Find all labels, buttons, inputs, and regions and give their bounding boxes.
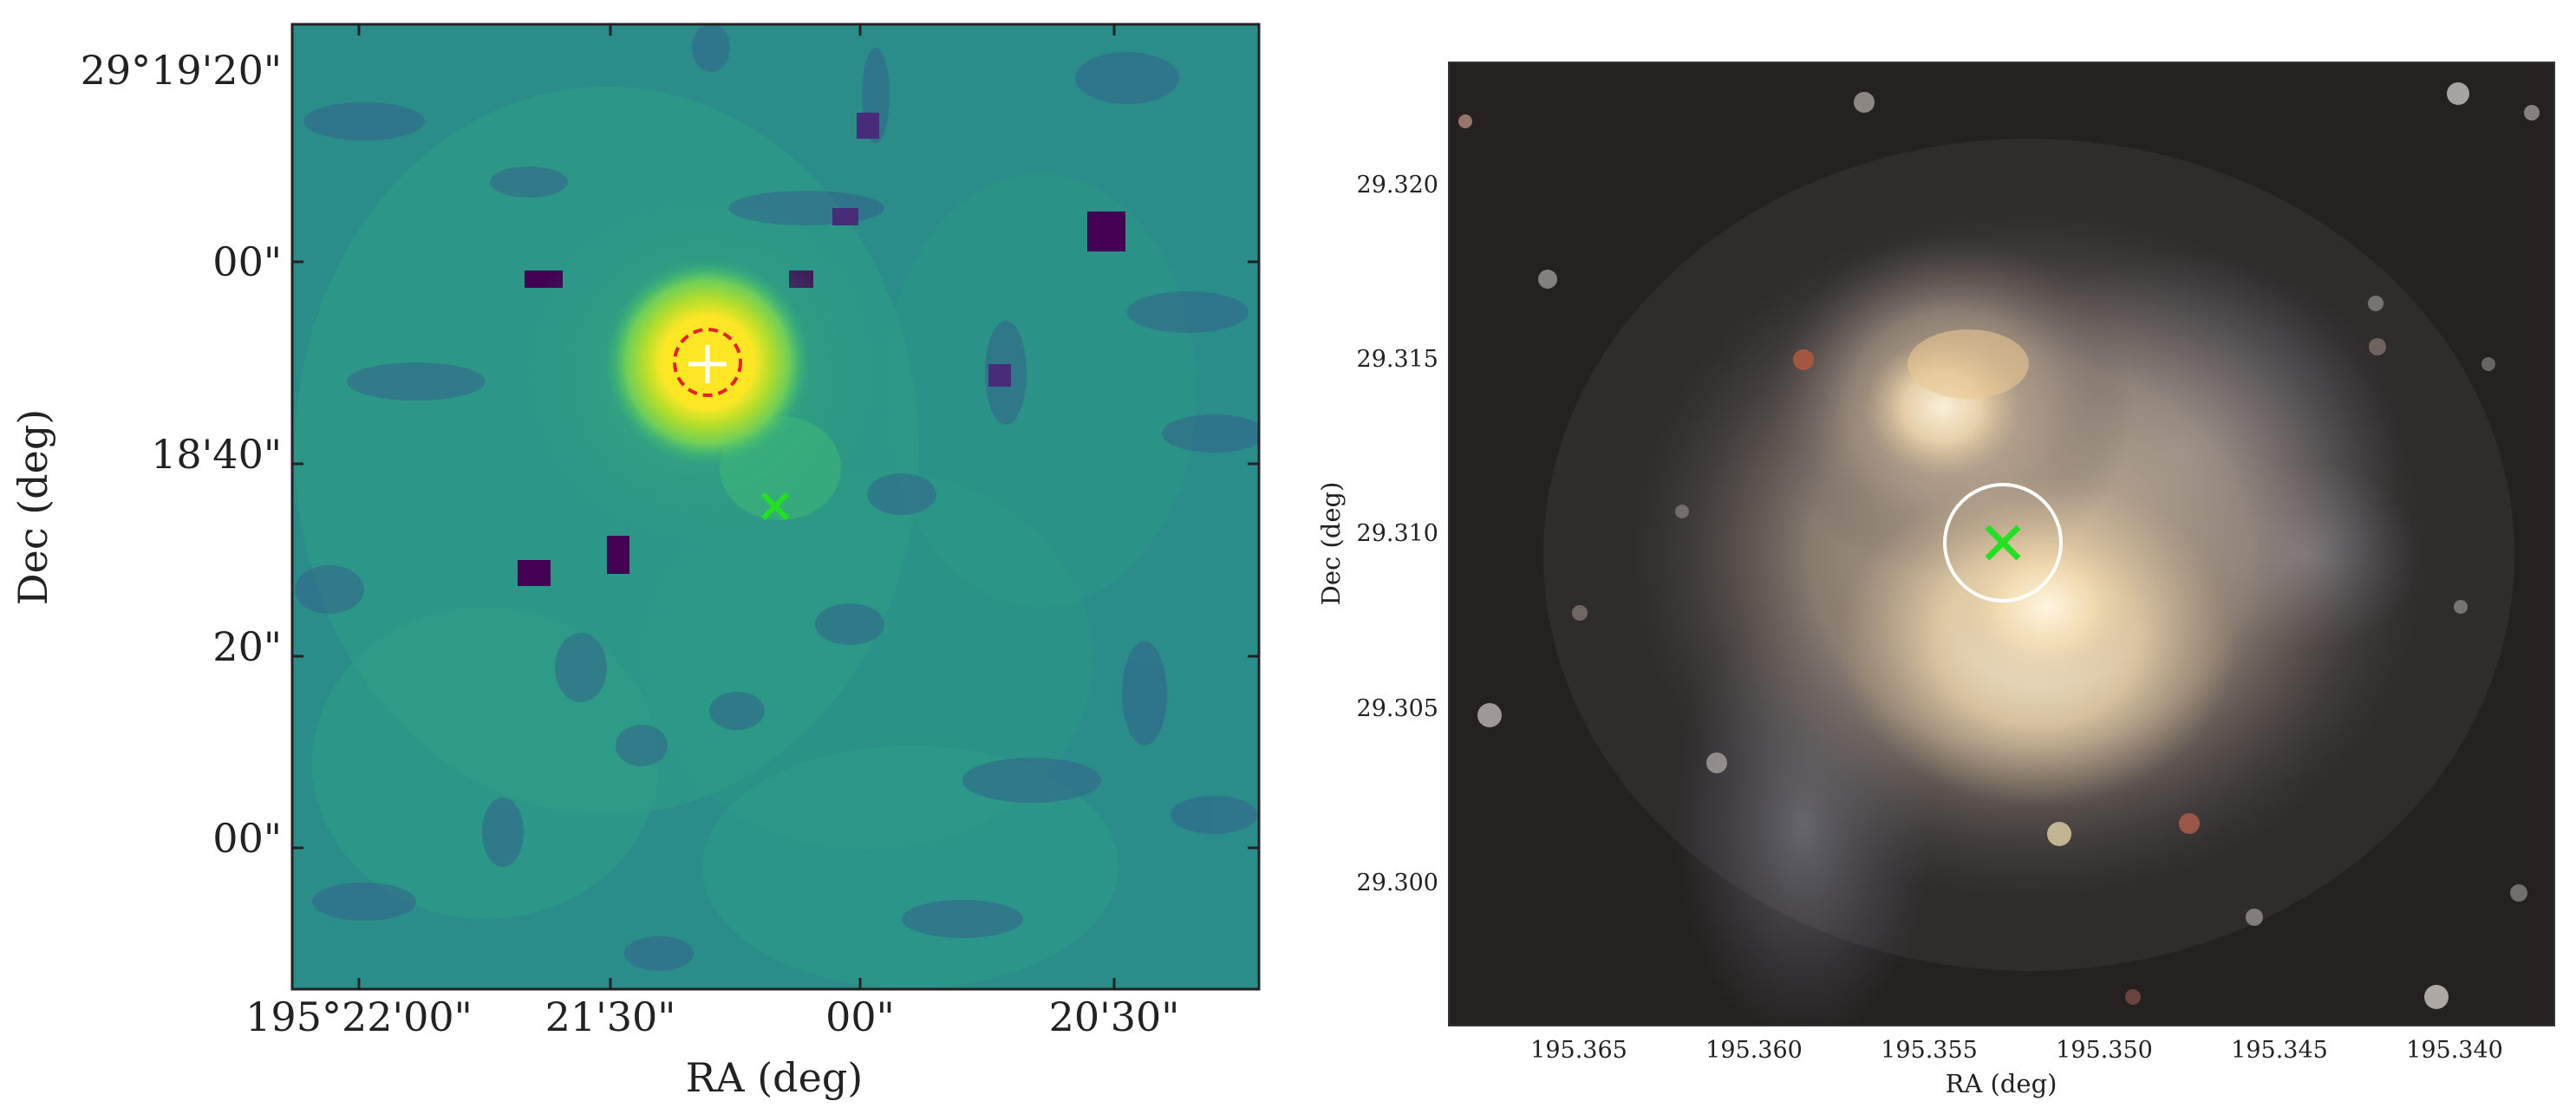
right-ytick-label: 29.315	[1357, 346, 1438, 373]
right-plot-frame	[1448, 62, 2555, 1026]
left-ytick-label: 29°19'20"	[81, 47, 282, 94]
right-xtick-label: 195.360	[1705, 1037, 1803, 1064]
right-xtick-label: 195.365	[1530, 1037, 1627, 1064]
left-plot-frame	[290, 23, 1261, 991]
left-tick-marks	[292, 24, 1259, 989]
left-y-axis-label: Dec (deg)	[10, 409, 56, 606]
left-image-map	[292, 24, 1259, 989]
left-xtick-label: 21'30"	[545, 993, 676, 1040]
right-field-stars	[1458, 82, 2540, 1009]
right-white-circle	[1943, 483, 2063, 603]
left-plus-marker	[688, 345, 727, 383]
left-x-axis-label: RA (deg)	[686, 1054, 863, 1101]
left-ytick-label: 00"	[212, 238, 282, 285]
right-xtick-label: 195.350	[2056, 1037, 2153, 1064]
left-cross-marker	[760, 492, 790, 521]
right-ytick-label: 29.305	[1357, 695, 1438, 722]
right-y-axis-label: Dec (deg)	[1316, 482, 1346, 606]
right-ytick-label: 29.300	[1357, 870, 1438, 896]
right-ytick-label: 29.310	[1357, 520, 1438, 547]
left-ytick-label: 20"	[212, 623, 282, 670]
right-xtick-label: 195.345	[2231, 1037, 2328, 1064]
right-xtick-label: 195.355	[1881, 1037, 1978, 1064]
left-red-dashed-circle	[673, 328, 742, 397]
right-ytick-label: 29.320	[1357, 172, 1438, 199]
right-cross-marker	[1985, 524, 2021, 561]
left-xtick-label: 195°22'00"	[245, 993, 473, 1040]
right-xtick-label: 195.340	[2406, 1037, 2503, 1064]
left-ytick-label: 00"	[212, 815, 282, 862]
right-panel: 29.320 29.315 29.310 29.305 29.300 195.3…	[1316, 62, 2555, 1098]
right-image-photo	[1449, 62, 2554, 1026]
left-panel: 29°19'20" 00" 18'40" 20" 00" 195°22'00" …	[10, 23, 1261, 1101]
left-ytick-label: 18'40"	[151, 431, 282, 478]
left-xtick-label: 00"	[825, 993, 895, 1040]
right-x-axis-label: RA (deg)	[1946, 1069, 2058, 1098]
left-xtick-label: 20'30"	[1049, 993, 1180, 1040]
